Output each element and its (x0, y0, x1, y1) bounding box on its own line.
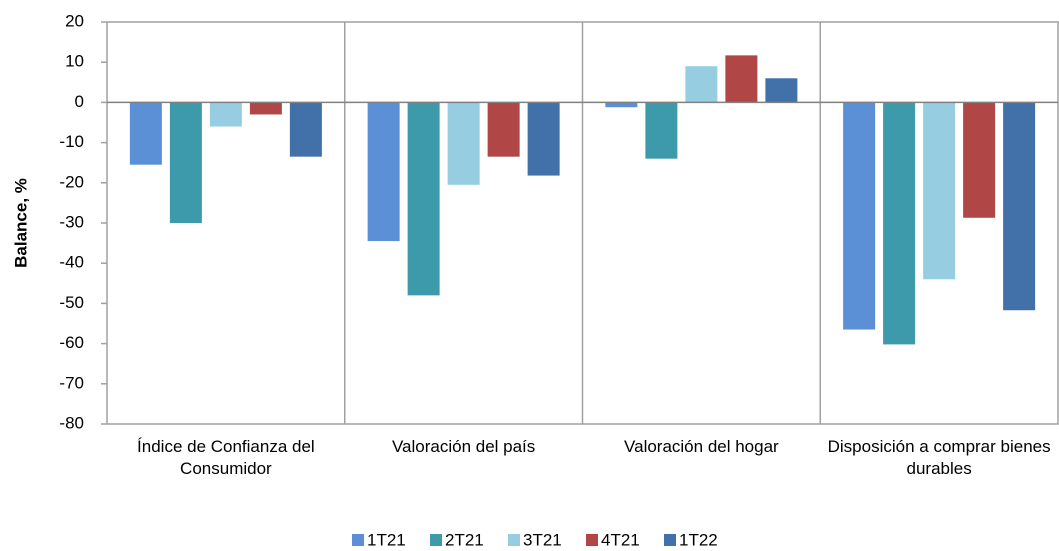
legend-label: 1T21 (367, 530, 406, 549)
y-tick-label: 0 (75, 92, 84, 111)
x-tick-label: Disposición a comprar bienes durables (827, 437, 1051, 478)
bar (527, 102, 560, 176)
y-tick-label: -20 (59, 172, 84, 191)
legend-swatch (664, 534, 676, 546)
legend-swatch (352, 534, 364, 546)
y-tick-label: -60 (59, 333, 84, 352)
y-tick-label: -30 (59, 212, 84, 231)
bar (367, 102, 400, 242)
y-tick-label: -40 (59, 253, 84, 272)
bar (963, 102, 996, 218)
legend-label: 1T22 (679, 530, 718, 549)
bar (487, 102, 520, 157)
legend-label: 2T21 (445, 530, 484, 549)
y-axis-title: Balance, % (11, 178, 30, 268)
bar (129, 102, 162, 165)
y-tick-label: -50 (59, 293, 84, 312)
bar (447, 102, 480, 185)
bar (725, 55, 758, 103)
x-tick-label: Valoración del hogar (624, 437, 779, 456)
legend-swatch (508, 534, 520, 546)
legend-swatch (586, 534, 598, 546)
bar (843, 102, 876, 330)
y-tick-label: -10 (59, 132, 84, 151)
bar (249, 102, 282, 115)
y-tick-label: -70 (59, 373, 84, 392)
bar (765, 78, 798, 103)
legend-label: 3T21 (523, 530, 562, 549)
legend-swatch (430, 534, 442, 546)
bar (289, 102, 322, 157)
bar (605, 102, 638, 108)
x-tick-label: Índice de Confianza del Consumidor (137, 437, 315, 478)
bar (645, 102, 678, 159)
legend-label: 4T21 (601, 530, 640, 549)
bar (883, 102, 916, 345)
y-tick-label: 20 (65, 11, 84, 30)
bar (169, 102, 202, 223)
bar (209, 102, 242, 127)
bar (685, 66, 718, 103)
bar (1003, 102, 1036, 311)
x-tick-label: Valoración del país (391, 437, 536, 456)
bar (923, 102, 956, 280)
y-tick-label: -80 (59, 413, 84, 432)
y-tick-label: 10 (65, 52, 84, 71)
bar (407, 102, 440, 296)
